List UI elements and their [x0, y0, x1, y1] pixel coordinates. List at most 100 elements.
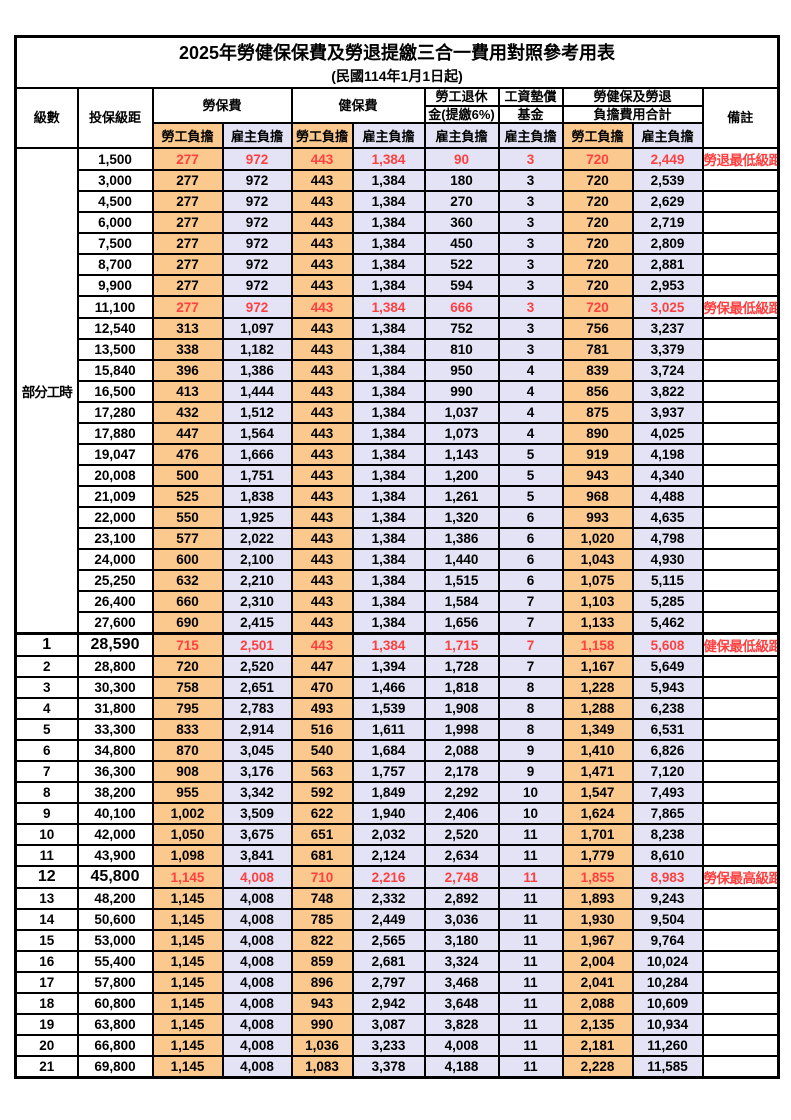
fee-cell: 3 — [497, 147, 564, 171]
fee-cell: 4,008 — [221, 865, 293, 889]
fee-cell: 180 — [423, 169, 500, 192]
fee-cell: 2,783 — [221, 697, 293, 720]
fee-cell: 1,002 — [151, 802, 224, 825]
fee-cell: 660 — [151, 590, 224, 613]
bracket-cell: 24,000 — [76, 548, 154, 571]
table-row: 2 28,800 720 2,520 447 1,394 1,728 7 1,167 5,649 — [14, 655, 780, 678]
fee-cell: 1,384 — [351, 169, 426, 192]
fee-cell: 6 — [497, 506, 564, 529]
fee-cell: 1,684 — [351, 739, 426, 762]
note-cell — [701, 950, 780, 973]
fee-cell: 1,515 — [423, 569, 500, 592]
fee-cell: 1,145 — [151, 971, 224, 994]
fee-cell: 4,198 — [631, 443, 704, 466]
bracket-cell: 34,800 — [76, 739, 154, 762]
note-cell — [701, 274, 780, 297]
fee-cell: 443 — [290, 274, 354, 297]
fee-cell: 1,145 — [151, 1055, 224, 1079]
fee-cell: 4 — [497, 380, 564, 403]
fee-cell: 972 — [221, 253, 293, 276]
note-cell: 健保最低級距 — [701, 632, 780, 657]
bracket-cell: 19,047 — [76, 443, 154, 466]
bracket-cell: 63,800 — [76, 1013, 154, 1036]
fee-cell: 6 — [497, 548, 564, 571]
fee-cell: 500 — [151, 464, 224, 487]
note-cell — [701, 908, 780, 931]
table-row: 7,500 277 972 443 1,384 450 3 720 2,809 — [16, 232, 780, 255]
fee-cell: 1,145 — [151, 887, 224, 910]
fee-cell: 1,158 — [561, 632, 634, 657]
table-row: 27,600 690 2,415 443 1,384 1,656 7 1,133 5,462 — [16, 611, 780, 635]
page-subtitle: (民國114年1月1日起) — [331, 67, 463, 84]
fee-cell: 1,075 — [561, 569, 634, 592]
fee-cell: 781 — [561, 338, 634, 361]
col-header-wage-fund-line2: 基金 — [497, 105, 564, 124]
table-row: 16,500 413 1,444 443 1,384 990 4 856 3,822 — [16, 380, 780, 403]
fee-cell: 1,384 — [351, 464, 426, 487]
fee-cell: 2,415 — [221, 611, 293, 635]
note-cell — [701, 971, 780, 994]
fee-cell: 1,384 — [351, 190, 426, 213]
fee-cell: 859 — [290, 950, 354, 973]
table-row: 15,840 396 1,386 443 1,384 950 4 839 3,724 — [16, 359, 780, 382]
fee-cell: 3,025 — [631, 295, 704, 319]
fee-cell: 443 — [290, 317, 354, 340]
fee-cell: 443 — [290, 464, 354, 487]
fee-cell: 10,609 — [631, 992, 704, 1015]
level-cell: 20 — [14, 1034, 79, 1057]
fee-cell: 990 — [423, 380, 500, 403]
bracket-cell: 7,500 — [76, 232, 154, 255]
fee-cell: 5,649 — [631, 655, 704, 678]
fee-cell: 1,384 — [351, 232, 426, 255]
bracket-cell: 21,009 — [76, 485, 154, 508]
fee-cell: 443 — [290, 338, 354, 361]
fee-cell: 1,384 — [351, 632, 426, 657]
fee-cell: 3 — [497, 338, 564, 361]
fee-cell: 4,008 — [221, 992, 293, 1015]
fee-cell: 1,855 — [561, 865, 634, 889]
fee-cell: 443 — [290, 359, 354, 382]
note-cell — [701, 506, 780, 529]
fee-cell: 990 — [290, 1013, 354, 1036]
fee-cell: 277 — [151, 295, 224, 319]
table-row: 22,000 550 1,925 443 1,384 1,320 6 993 4,635 — [16, 506, 780, 529]
fee-cell: 443 — [290, 253, 354, 276]
fee-cell: 2,539 — [631, 169, 704, 192]
fee-cell: 10 — [497, 802, 564, 825]
note-cell — [701, 676, 780, 699]
fee-cell: 4,635 — [631, 506, 704, 529]
table-row: 14 50,600 1,145 4,008 785 2,449 3,036 11 1,930 9,… — [14, 908, 780, 931]
fee-cell: 11,585 — [631, 1055, 704, 1079]
level-cell: 21 — [14, 1055, 79, 1079]
fee-cell: 8,610 — [631, 844, 704, 867]
fee-cell: 11 — [497, 908, 564, 931]
fee-cell: 3 — [497, 190, 564, 213]
note-cell: 勞保最低級距 — [701, 295, 780, 319]
fee-cell: 1,779 — [561, 844, 634, 867]
subheader-pension-employer: 雇主負擔 — [423, 122, 500, 149]
fee-cell: 476 — [151, 443, 224, 466]
fee-cell: 3,822 — [631, 380, 704, 403]
fee-cell: 313 — [151, 317, 224, 340]
col-header-labor-fee: 勞保費 — [151, 87, 293, 124]
table-row: 18 60,800 1,145 4,008 943 2,942 3,648 11 2,088 10… — [14, 992, 780, 1015]
bracket-cell: 31,800 — [76, 697, 154, 720]
fee-cell: 972 — [221, 190, 293, 213]
table-row: 7 36,300 908 3,176 563 1,757 2,178 9 1,471 7,120 — [14, 760, 780, 783]
note-cell — [701, 190, 780, 213]
fee-cell: 1,145 — [151, 865, 224, 889]
fee-cell: 972 — [221, 211, 293, 234]
fee-cell: 2,135 — [561, 1013, 634, 1036]
fee-cell: 2,914 — [221, 718, 293, 741]
note-cell — [701, 359, 780, 382]
fee-cell: 550 — [151, 506, 224, 529]
fee-cell: 3,724 — [631, 359, 704, 382]
fee-cell: 563 — [290, 760, 354, 783]
note-cell — [701, 823, 780, 846]
fee-cell: 4,488 — [631, 485, 704, 508]
fee-cell: 968 — [561, 485, 634, 508]
fee-cell: 3,087 — [351, 1013, 426, 1036]
fee-cell: 443 — [290, 422, 354, 445]
document-sheet: 2025年勞健保保費及勞退提繳三合一費用對照參考用表 (民國114年1月1日起)… — [14, 35, 781, 1079]
fee-cell: 1,386 — [221, 359, 293, 382]
